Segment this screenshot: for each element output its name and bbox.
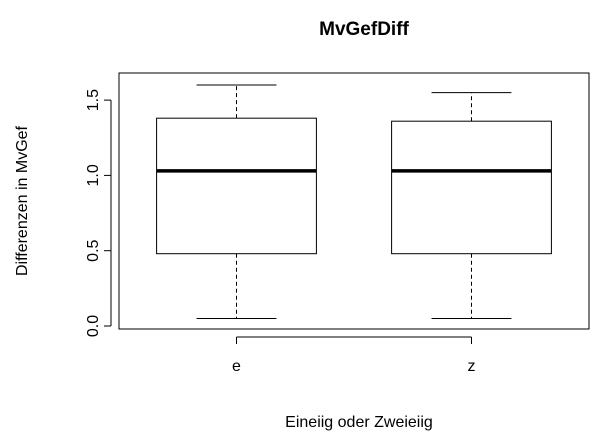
- y-axis-label: Differenzen in MvGef: [14, 125, 31, 276]
- y-tick-label: 1.5: [85, 89, 102, 111]
- y-axis: 0.0 0.5 1.0 1.5: [85, 89, 112, 337]
- box-e: [156, 84, 317, 319]
- y-tick-label: 0.0: [85, 315, 102, 337]
- box-iqr: [391, 120, 552, 255]
- chart-title: MvGefDiff: [319, 19, 409, 40]
- box-iqr: [156, 117, 317, 255]
- y-tick-label: 0.5: [85, 239, 102, 261]
- y-tick-label: 1.0: [85, 164, 102, 186]
- x-tick-label: z: [468, 358, 476, 375]
- x-axis-label: Eineiig oder Zweieiig: [285, 414, 433, 431]
- boxes-layer: [156, 84, 552, 319]
- plot-frame: [118, 72, 590, 330]
- box-z: [391, 92, 552, 319]
- x-tick-label: e: [232, 358, 241, 375]
